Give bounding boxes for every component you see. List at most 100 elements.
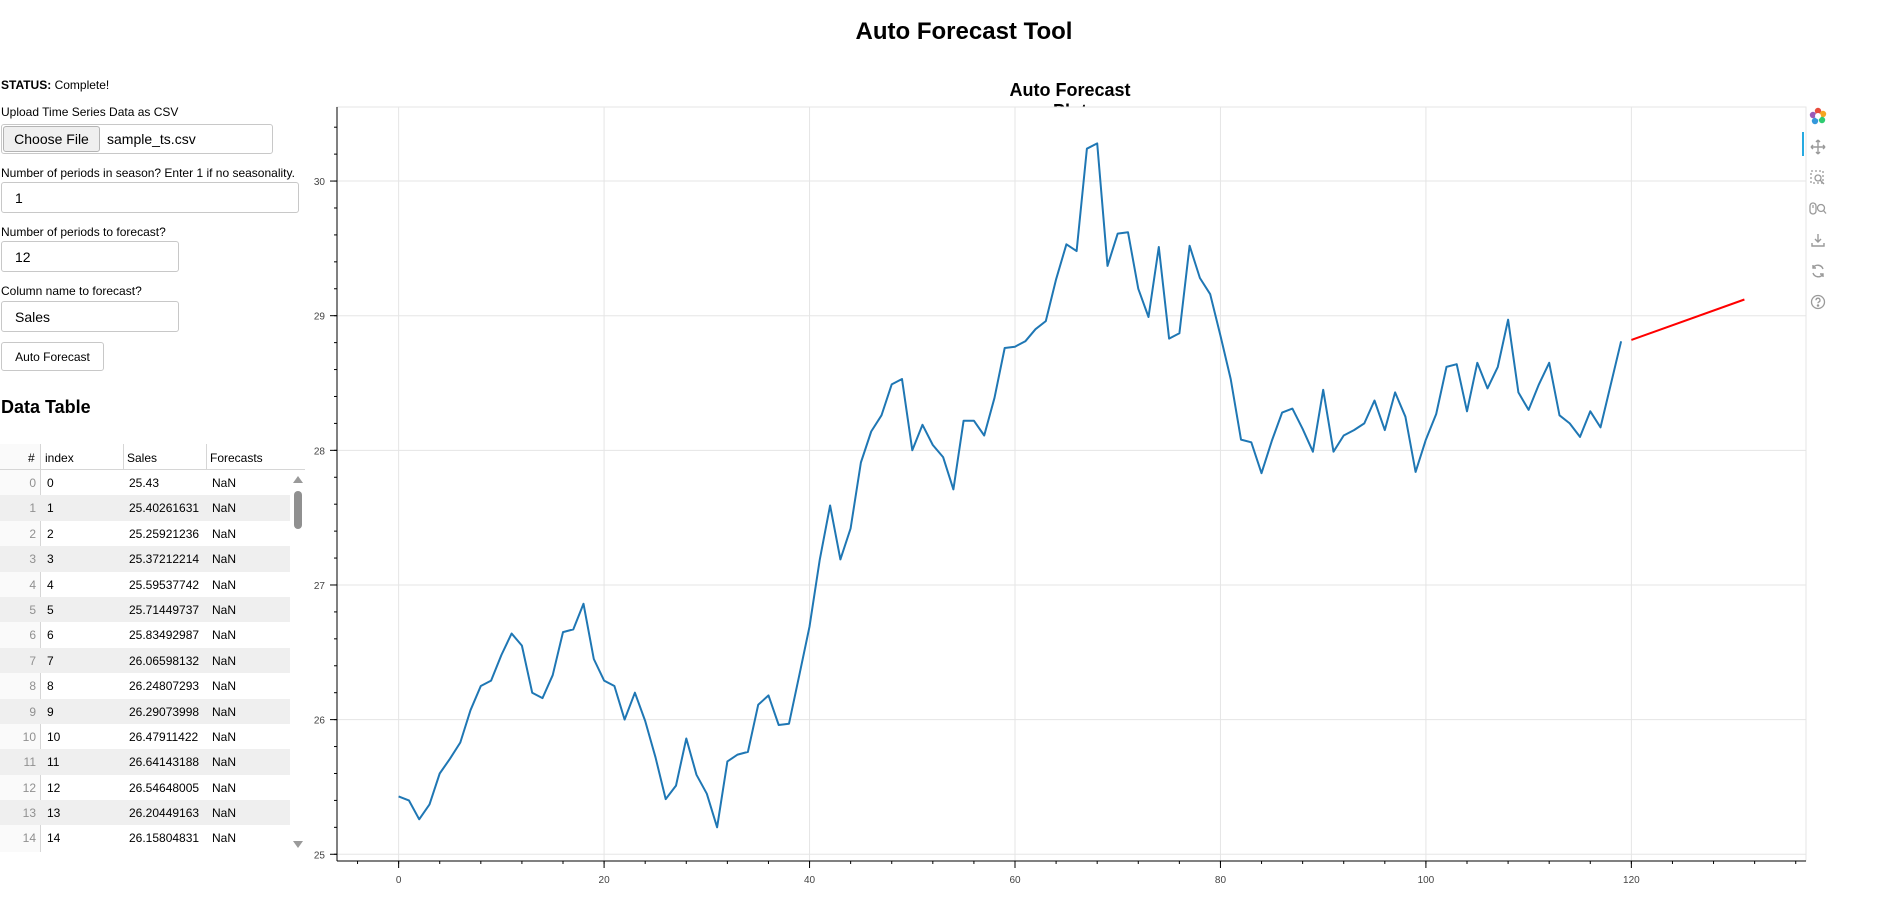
- cell-index: 6: [47, 628, 54, 643]
- cell-sales: 25.43: [129, 476, 160, 490]
- table-row[interactable]: 13 13 26.20449163 NaN: [0, 800, 290, 826]
- row-number: 11: [23, 755, 36, 770]
- table-scrollbar[interactable]: [292, 476, 303, 848]
- row-number: 10: [22, 729, 36, 744]
- column-divider[interactable]: [123, 444, 124, 469]
- cell-forecast: NaN: [212, 628, 237, 643]
- cell-index: 4: [47, 577, 54, 592]
- cell-index: 5: [47, 602, 54, 617]
- cell-sales: 25.71449737: [129, 602, 200, 617]
- cell-sales: 26.54648005: [129, 780, 200, 795]
- cell-forecast: NaN: [212, 602, 237, 617]
- column-header-number[interactable]: #: [28, 451, 35, 465]
- table-row[interactable]: 1 1 25.40261631 NaN: [0, 495, 290, 521]
- cell-forecast: NaN: [212, 704, 237, 719]
- status-value: Complete!: [54, 78, 110, 92]
- table-row[interactable]: 6 6 25.83492987 NaN: [0, 622, 290, 647]
- row-number: 5: [29, 602, 36, 617]
- auto-forecast-button[interactable]: Auto Forecast: [1, 342, 104, 371]
- column-label: Column name to forecast?: [1, 284, 142, 298]
- box-zoom-icon[interactable]: [1806, 166, 1830, 190]
- active-tool-indicator: [1802, 132, 1804, 156]
- cell-forecast: NaN: [212, 577, 237, 592]
- column-name-input[interactable]: [1, 301, 179, 332]
- table-title: Data Table: [1, 397, 91, 417]
- cell-index: 1: [47, 501, 54, 516]
- y-tick-label: 28: [314, 446, 326, 457]
- save-icon[interactable]: [1806, 228, 1830, 252]
- cell-index: 7: [47, 653, 54, 668]
- cell-index: 8: [47, 679, 54, 694]
- cell-sales: 25.83492987: [129, 628, 200, 643]
- cell-sales: 26.06598132: [129, 653, 200, 668]
- table-row[interactable]: 8 8 26.24807293 NaN: [0, 673, 290, 698]
- cell-sales: 25.59537742: [129, 577, 200, 592]
- y-tick-label: 25: [314, 850, 326, 861]
- row-number: 3: [29, 552, 36, 567]
- file-upload-input[interactable]: Choose File sample_ts.csv: [1, 124, 273, 154]
- scroll-down-arrow-icon[interactable]: [293, 841, 303, 848]
- row-number: 0: [29, 476, 36, 490]
- cell-sales: 26.20449163: [129, 806, 200, 821]
- cell-forecast: NaN: [212, 653, 237, 668]
- column-header-sales[interactable]: Sales: [127, 451, 158, 465]
- cell-index: 11: [47, 755, 60, 770]
- forecast-periods-input[interactable]: [1, 241, 179, 272]
- scroll-thumb[interactable]: [294, 491, 302, 529]
- y-tick-label: 26: [314, 716, 326, 727]
- column-header-index[interactable]: index: [45, 451, 74, 465]
- table-row[interactable]: 0 0 25.43 NaN: [0, 470, 290, 495]
- actual-series-line: [398, 142, 1623, 829]
- cell-sales: 26.47911422: [129, 729, 199, 744]
- cell-sales: 26.64143188: [129, 755, 200, 770]
- cell-index: 2: [47, 526, 54, 541]
- table-row[interactable]: 12 12 26.54648005 NaN: [0, 775, 290, 800]
- cell-sales: 25.25921236: [129, 526, 200, 541]
- row-number: 12: [22, 780, 36, 795]
- reset-icon[interactable]: [1806, 259, 1830, 283]
- cell-index: 10: [47, 729, 61, 744]
- column-header-forecasts[interactable]: Forecasts: [210, 451, 263, 465]
- cell-forecast: NaN: [212, 831, 237, 846]
- column-divider[interactable]: [206, 444, 207, 469]
- cell-index: 0: [47, 476, 54, 490]
- pan-icon[interactable]: [1806, 135, 1830, 159]
- row-number: 6: [29, 628, 36, 643]
- table-row[interactable]: 14 14 26.15804831 NaN: [0, 825, 290, 850]
- file-name: sample_ts.csv: [107, 131, 196, 147]
- row-number: 8: [29, 679, 36, 694]
- y-tick-label: 30: [314, 177, 326, 188]
- y-tick-label: 27: [314, 581, 326, 592]
- bokeh-logo-icon[interactable]: [1806, 104, 1830, 128]
- table-row[interactable]: 5 5 25.71449737 NaN: [0, 596, 290, 623]
- table-row[interactable]: 9 9 26.29073998 NaN: [0, 698, 290, 724]
- table-row[interactable]: 2 2 25.25921236 NaN: [0, 521, 290, 546]
- cell-forecast: NaN: [212, 729, 237, 744]
- table-row[interactable]: 7 7 26.06598132 NaN: [0, 647, 290, 674]
- x-tick-label: 100: [1418, 875, 1435, 886]
- help-icon[interactable]: [1806, 290, 1830, 314]
- row-number: 4: [29, 577, 36, 592]
- cell-sales: 26.24807293: [129, 679, 200, 694]
- cell-index: 12: [47, 780, 61, 795]
- choose-file-button[interactable]: Choose File: [3, 126, 100, 152]
- x-tick-label: 120: [1623, 875, 1640, 886]
- cell-index: 13: [47, 806, 61, 821]
- table-row[interactable]: 11 11 26.64143188 NaN: [0, 749, 290, 775]
- cell-index: 9: [47, 704, 54, 719]
- status-label: STATUS:: [1, 78, 52, 92]
- table-row[interactable]: 3 3 25.37212214 NaN: [0, 546, 290, 572]
- x-tick-label: 20: [599, 875, 611, 886]
- cell-sales: 25.40261631: [129, 501, 200, 516]
- season-periods-input[interactable]: [1, 182, 299, 213]
- row-number: 9: [29, 704, 36, 719]
- table-body: 0 0 25.43 NaN 1 1 25.40261631 NaN 2 2 25.25921236 N…: [0, 470, 290, 851]
- table-row[interactable]: 10 10 26.47911422 NaN: [0, 724, 290, 749]
- row-number: 13: [22, 806, 36, 821]
- cell-sales: 26.29073998: [129, 704, 200, 719]
- table-row[interactable]: 4 4 25.59537742 NaN: [0, 572, 290, 597]
- wheel-zoom-icon[interactable]: [1806, 197, 1830, 221]
- scroll-up-arrow-icon[interactable]: [293, 476, 303, 483]
- data-table[interactable]: # index Sales Forecasts 0 0 25.43 NaN 1 1 25.4…: [0, 444, 305, 852]
